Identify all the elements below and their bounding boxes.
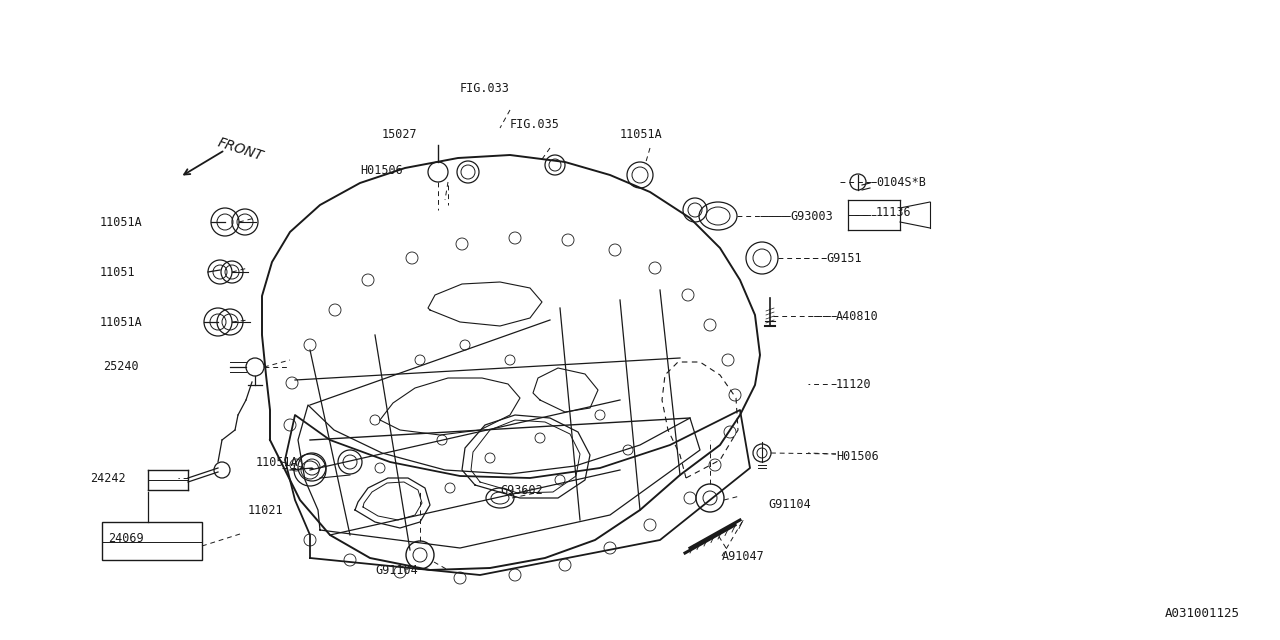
Text: 24069: 24069 bbox=[108, 531, 143, 545]
Text: 25240: 25240 bbox=[102, 360, 138, 374]
Text: A91047: A91047 bbox=[722, 550, 764, 563]
Text: H01506: H01506 bbox=[836, 449, 879, 463]
Text: G91104: G91104 bbox=[768, 497, 810, 511]
Text: 0104S*B: 0104S*B bbox=[876, 175, 925, 189]
Text: H01506: H01506 bbox=[360, 163, 403, 177]
Text: FRONT: FRONT bbox=[215, 136, 265, 164]
Text: FIG.033: FIG.033 bbox=[460, 81, 509, 95]
Text: 11051A: 11051A bbox=[100, 316, 143, 328]
Text: 15027: 15027 bbox=[381, 129, 417, 141]
Text: G91104: G91104 bbox=[375, 563, 417, 577]
Text: 11051: 11051 bbox=[100, 266, 136, 278]
Text: 24242: 24242 bbox=[90, 472, 125, 484]
Text: 11051A: 11051A bbox=[256, 456, 298, 468]
Text: 11136: 11136 bbox=[876, 205, 911, 218]
Text: 11120: 11120 bbox=[836, 378, 872, 390]
Text: A40810: A40810 bbox=[836, 310, 879, 323]
Text: 11051A: 11051A bbox=[100, 216, 143, 228]
Text: G93003: G93003 bbox=[790, 209, 833, 223]
Text: 11051A: 11051A bbox=[620, 129, 663, 141]
Text: FIG.035: FIG.035 bbox=[509, 118, 559, 131]
Text: 11021: 11021 bbox=[248, 504, 284, 516]
Text: G9151: G9151 bbox=[826, 252, 861, 264]
Text: A031001125: A031001125 bbox=[1165, 607, 1240, 620]
Text: G93602: G93602 bbox=[500, 483, 543, 497]
